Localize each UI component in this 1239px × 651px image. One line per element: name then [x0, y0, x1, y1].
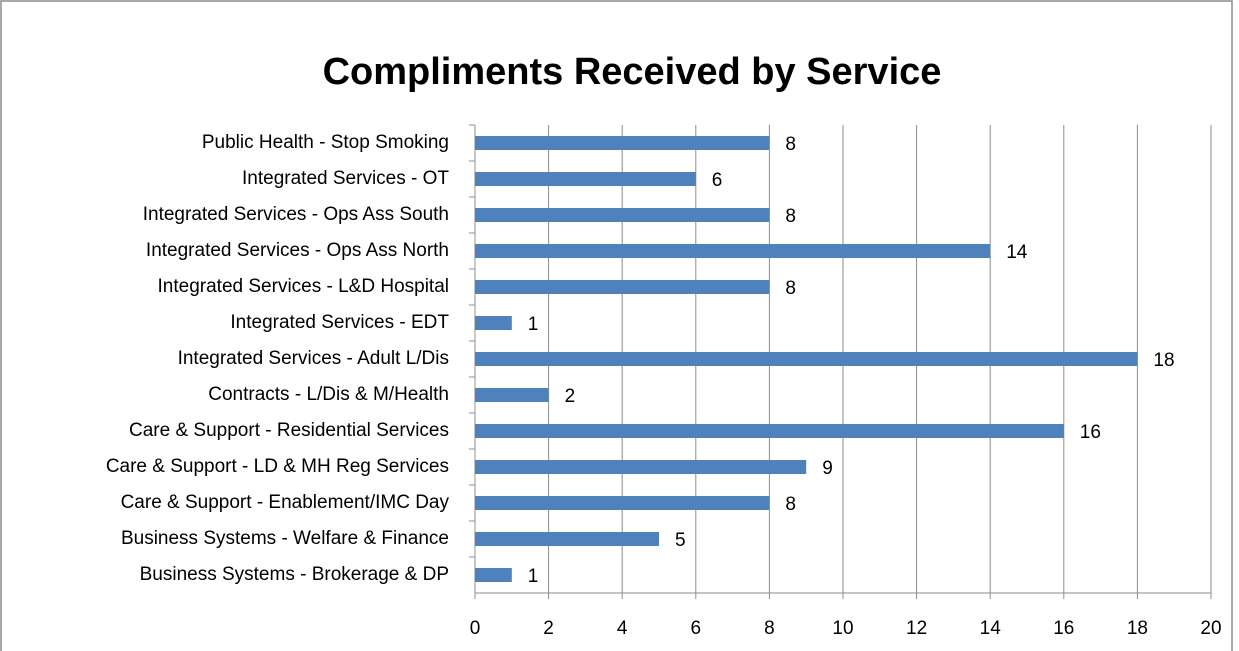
bar [475, 136, 770, 150]
y-tick-label: Public Health - Stop Smoking [202, 132, 449, 153]
data-label: 1 [528, 314, 539, 335]
y-tick-label: Contracts - L/Dis & M/Health [208, 384, 449, 405]
y-tick-label: Integrated Services - Adult L/Dis [178, 348, 449, 369]
x-tick-label: 16 [1053, 618, 1074, 639]
x-tick-label: 14 [980, 618, 1002, 639]
data-label: 6 [712, 170, 723, 191]
y-tick-label: Integrated Services - EDT [230, 312, 449, 333]
y-tick-label: Care & Support - Enablement/IMC Day [121, 492, 450, 513]
x-tick-label: 4 [617, 618, 628, 639]
y-tick-label: Care & Support - Residential Services [129, 420, 449, 441]
bar [475, 316, 512, 330]
x-tick-label: 10 [832, 618, 853, 639]
x-tick-label: 18 [1127, 618, 1148, 639]
bar [475, 280, 770, 294]
x-tick-label: 0 [470, 618, 481, 639]
bar [475, 568, 512, 582]
data-label: 14 [1006, 242, 1028, 263]
data-label: 16 [1080, 422, 1101, 443]
y-tick-label: Integrated Services - L&D Hospital [158, 276, 449, 297]
y-tick-label: Care & Support - LD & MH Reg Services [106, 456, 449, 477]
data-label: 2 [565, 386, 576, 407]
y-tick-label: Integrated Services - Ops Ass North [146, 240, 449, 261]
chart-title: Compliments Received by Service [323, 51, 942, 93]
bar [475, 424, 1064, 438]
x-tick-label: 12 [906, 618, 927, 639]
y-tick-label: Business Systems - Brokerage & DP [140, 564, 449, 585]
data-label: 8 [785, 278, 796, 299]
x-tick-label: 20 [1200, 618, 1221, 639]
bar [475, 172, 696, 186]
y-tick-label: Integrated Services - OT [242, 168, 449, 189]
data-label: 18 [1153, 350, 1174, 371]
y-tick-label: Integrated Services - Ops Ass South [143, 204, 449, 225]
data-label: 1 [528, 566, 539, 587]
data-label: 8 [785, 494, 796, 515]
x-tick-label: 8 [764, 618, 775, 639]
bar [475, 496, 770, 510]
bar [475, 532, 659, 546]
bar [475, 208, 770, 222]
bar [475, 388, 549, 402]
data-label: 8 [785, 134, 796, 155]
x-tick-label: 2 [543, 618, 554, 639]
bar [475, 460, 807, 474]
data-label: 8 [785, 206, 796, 227]
data-label: 9 [822, 458, 833, 479]
data-label: 5 [675, 530, 686, 551]
bar [475, 244, 991, 258]
x-tick-label: 6 [691, 618, 702, 639]
bar [475, 352, 1138, 366]
y-tick-label: Business Systems - Welfare & Finance [121, 528, 449, 549]
